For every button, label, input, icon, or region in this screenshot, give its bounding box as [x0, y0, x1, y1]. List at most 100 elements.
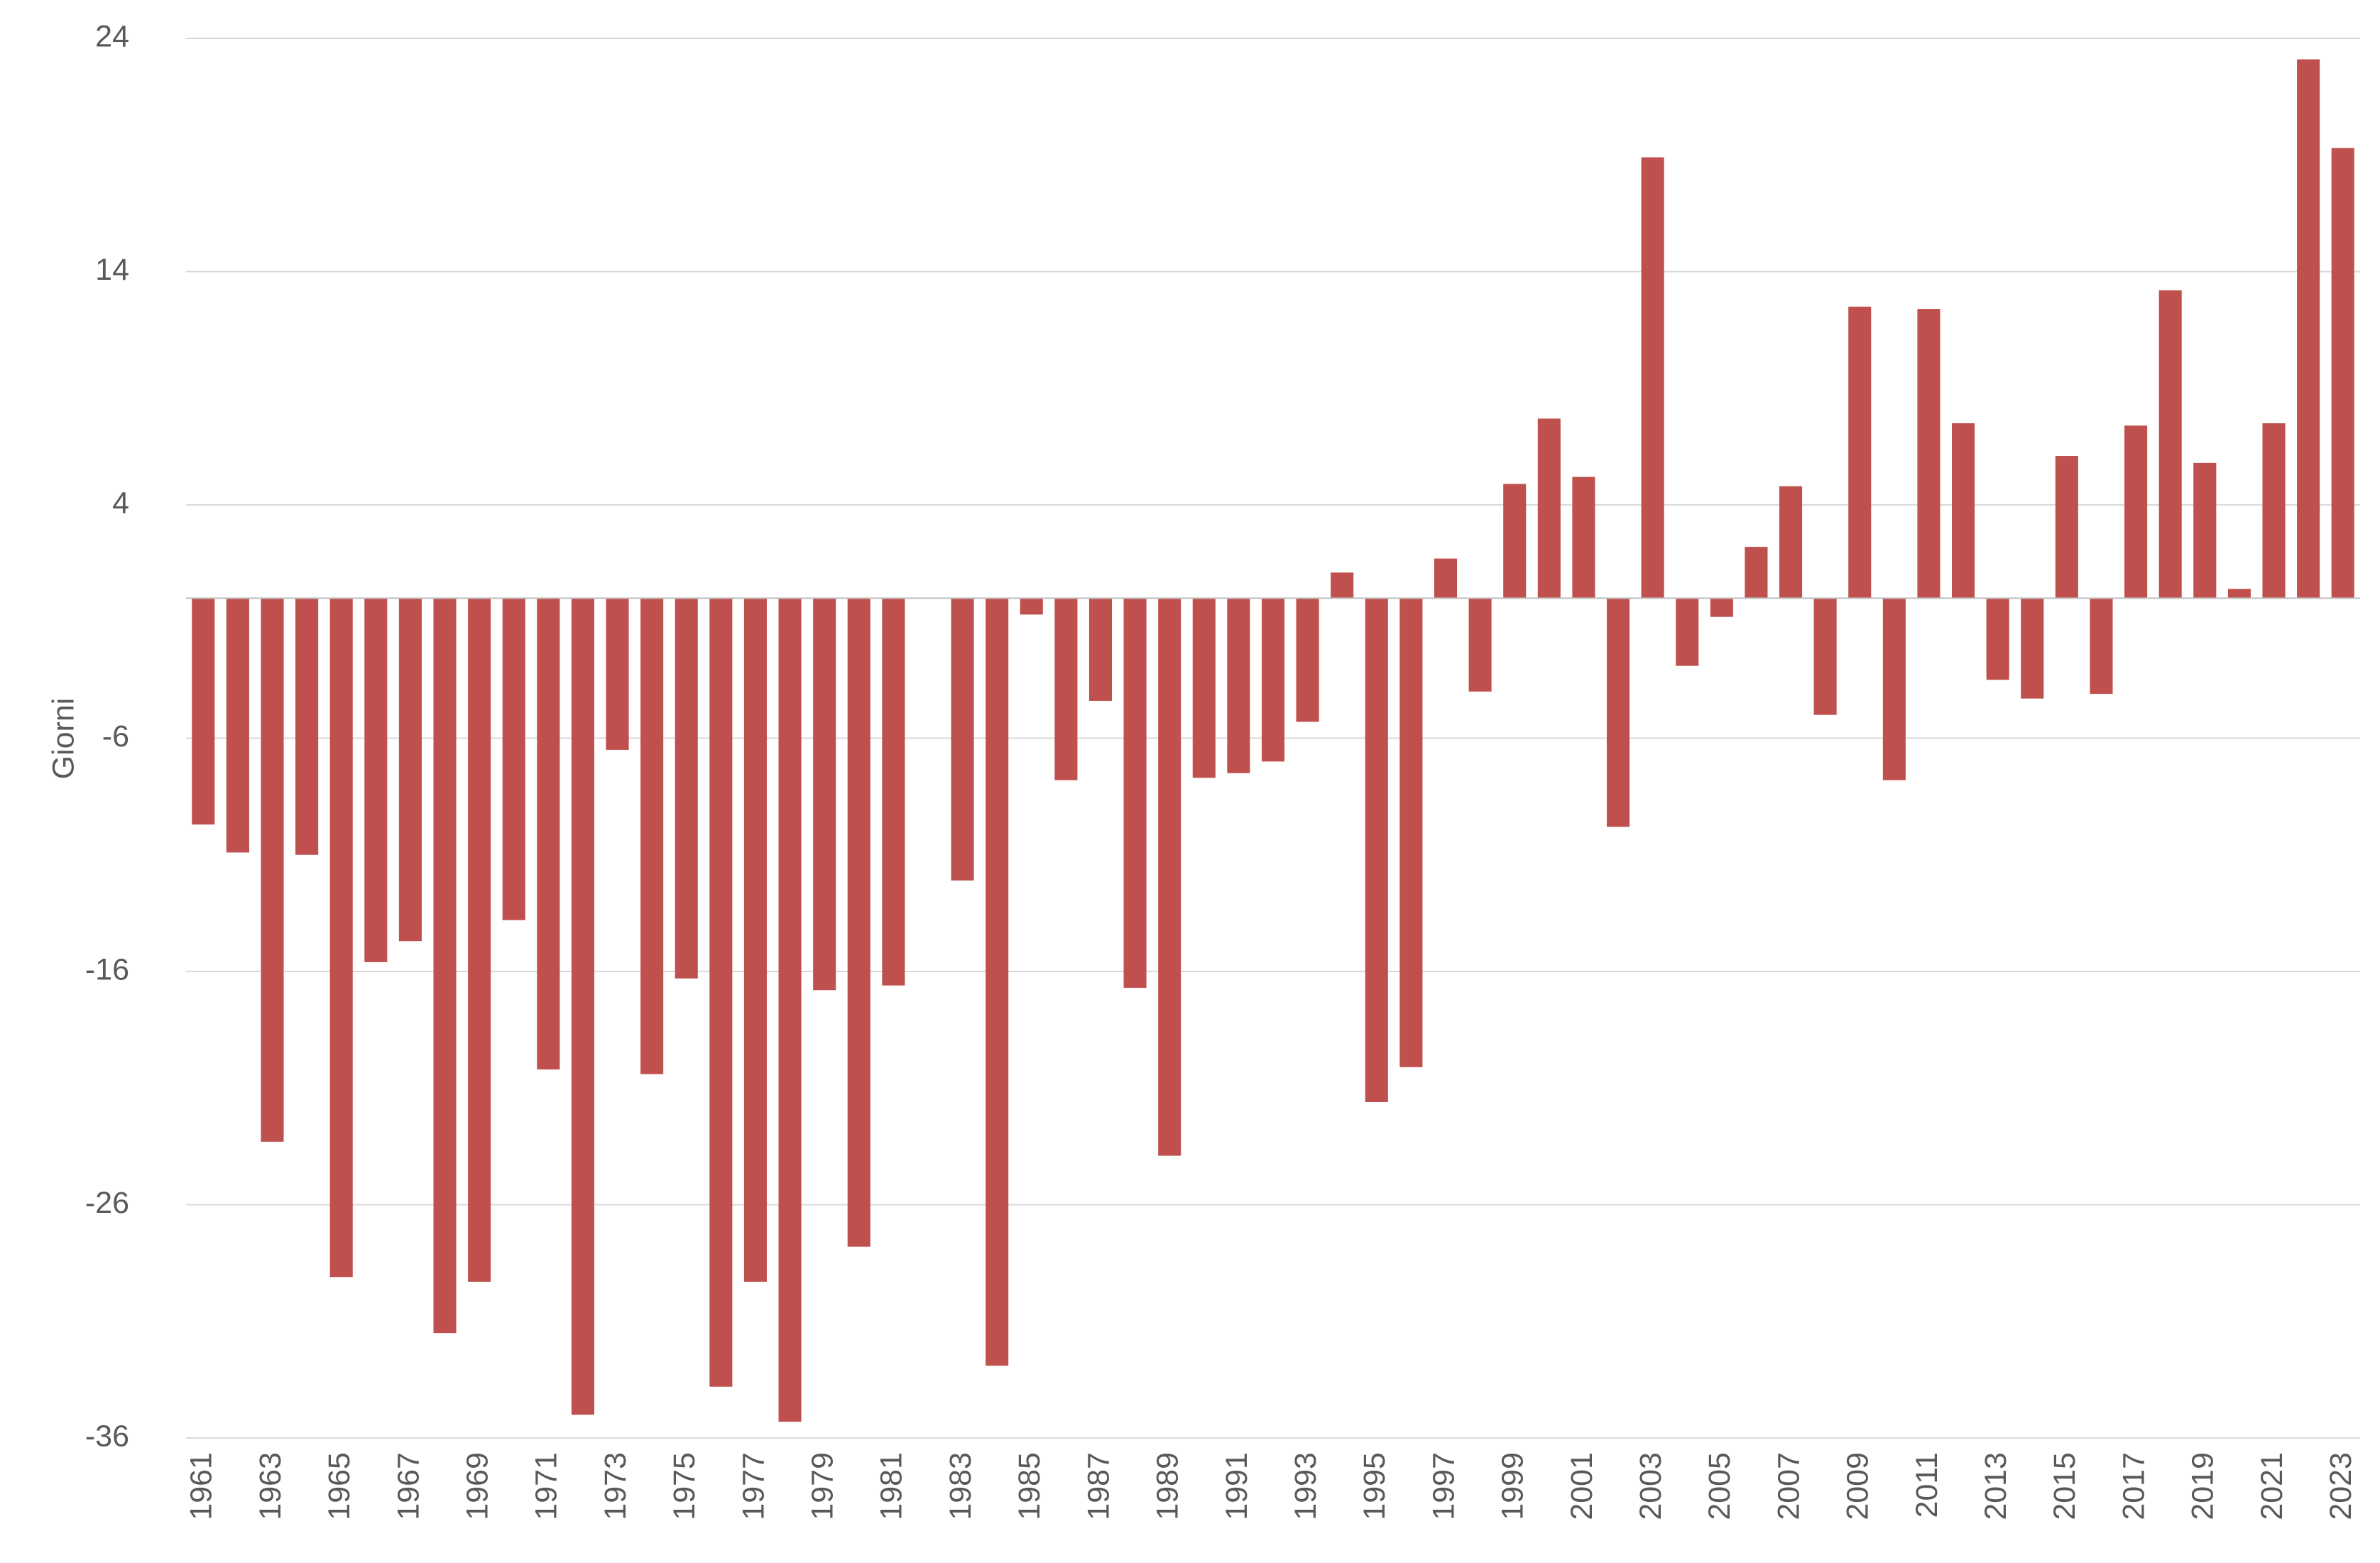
- x-tick-label: 2005: [1703, 1452, 1737, 1520]
- x-tick-label: 1965: [322, 1452, 356, 1520]
- bar: [1572, 476, 1595, 599]
- bar: [2297, 59, 2320, 599]
- bar: [640, 598, 664, 1074]
- bar: [2193, 462, 2217, 599]
- bar: [1848, 306, 1872, 599]
- x-tick-label: 1963: [253, 1452, 288, 1520]
- x-tick-label: 1983: [944, 1452, 978, 1520]
- bar: [709, 598, 733, 1387]
- x-tick-label: 1973: [599, 1452, 633, 1520]
- bar: [606, 598, 629, 750]
- y-tick-label: 14: [95, 253, 129, 287]
- bar: [1088, 598, 1113, 701]
- bar: [1192, 598, 1216, 778]
- x-tick-label: 2023: [2324, 1452, 2358, 1520]
- bar: [1123, 598, 1147, 988]
- x-tick-label: 1989: [1151, 1452, 1185, 1520]
- bar: [1020, 598, 1043, 615]
- bar: [1745, 547, 1768, 599]
- x-tick-label: 1999: [1496, 1452, 1530, 1520]
- bar: [1986, 598, 2009, 680]
- bar: [1676, 598, 1699, 666]
- y-tick-label: -6: [102, 719, 129, 753]
- bar: [192, 598, 215, 825]
- bar: [468, 598, 491, 1282]
- bar: [813, 598, 836, 991]
- y-tick-label: -16: [85, 952, 129, 986]
- x-tick-label: 1991: [1220, 1452, 1254, 1520]
- bar: [537, 598, 560, 1069]
- x-tick-label: 2009: [1841, 1452, 1875, 1520]
- x-tick-label: 2015: [2048, 1452, 2082, 1520]
- x-tick-label: 1979: [806, 1452, 840, 1520]
- bar: [433, 598, 457, 1334]
- x-tick-label: 1969: [460, 1452, 494, 1520]
- bar: [571, 598, 594, 1415]
- bar: [502, 598, 525, 920]
- bar: [1641, 157, 1664, 599]
- x-tick-label: 2019: [2186, 1452, 2220, 1520]
- bar: [2124, 425, 2148, 599]
- bar: [1813, 598, 1837, 715]
- bar: [1261, 598, 1285, 762]
- bar: [2055, 456, 2078, 599]
- bar: [882, 598, 905, 986]
- bar: [2090, 598, 2113, 695]
- bar: [951, 598, 974, 881]
- bar: [364, 598, 388, 962]
- x-tick-label: 2001: [1565, 1452, 1599, 1520]
- x-tick-label: 1995: [1358, 1452, 1392, 1520]
- bar: [1227, 598, 1250, 773]
- bar: [1917, 309, 1940, 599]
- x-tick-label: 1977: [736, 1452, 770, 1520]
- bar: [398, 598, 422, 942]
- bar: [2331, 148, 2354, 599]
- bar: [261, 598, 284, 1142]
- bar: [329, 598, 353, 1278]
- x-tick-label: 1993: [1289, 1452, 1323, 1520]
- bar: [295, 598, 319, 855]
- bar: [1296, 598, 1319, 722]
- bar: [778, 598, 802, 1422]
- bar: [1365, 598, 1388, 1102]
- bar: [2158, 290, 2182, 599]
- x-tick-label: 1975: [667, 1452, 702, 1520]
- x-tick-label: 2021: [2255, 1452, 2289, 1520]
- y-tick-label: 24: [95, 19, 129, 53]
- bar: [1503, 484, 1527, 599]
- x-tick-label: 2011: [1910, 1452, 1944, 1518]
- x-tick-label: 1971: [530, 1452, 564, 1520]
- bar: [1710, 598, 1733, 617]
- bar: [1054, 598, 1078, 780]
- x-tick-label: 1961: [185, 1452, 219, 1520]
- x-tick-label: 2017: [2117, 1452, 2151, 1520]
- bar: [1158, 598, 1181, 1156]
- x-tick-label: 2013: [1979, 1452, 2013, 1520]
- bar: [743, 598, 767, 1282]
- bar: [1537, 418, 1561, 599]
- x-tick-label: 1981: [875, 1452, 909, 1520]
- bar: [1434, 558, 1458, 599]
- bar: [986, 598, 1009, 1366]
- bar: [1468, 598, 1492, 692]
- y-tick-label: 4: [112, 486, 129, 520]
- bar: [1331, 572, 1354, 599]
- x-tick-label: 1967: [391, 1452, 425, 1520]
- bar: [2262, 423, 2286, 599]
- bar: [1606, 598, 1630, 827]
- bar: [1952, 423, 1975, 599]
- bar: [1399, 598, 1423, 1067]
- bar: [1779, 486, 1803, 599]
- bar: [226, 598, 249, 853]
- y-tick-label: -26: [85, 1186, 129, 1220]
- x-tick-label: 2003: [1634, 1452, 1668, 1520]
- x-tick-label: 1985: [1012, 1452, 1047, 1520]
- y-tick-label: -36: [85, 1419, 129, 1453]
- x-tick-label: 1997: [1426, 1452, 1461, 1520]
- bar: [1882, 598, 1906, 780]
- x-tick-label: 1987: [1081, 1452, 1115, 1520]
- x-tick-label: 2007: [1772, 1452, 1806, 1520]
- bar: [847, 598, 870, 1247]
- y-axis-label: Giorni: [46, 698, 80, 780]
